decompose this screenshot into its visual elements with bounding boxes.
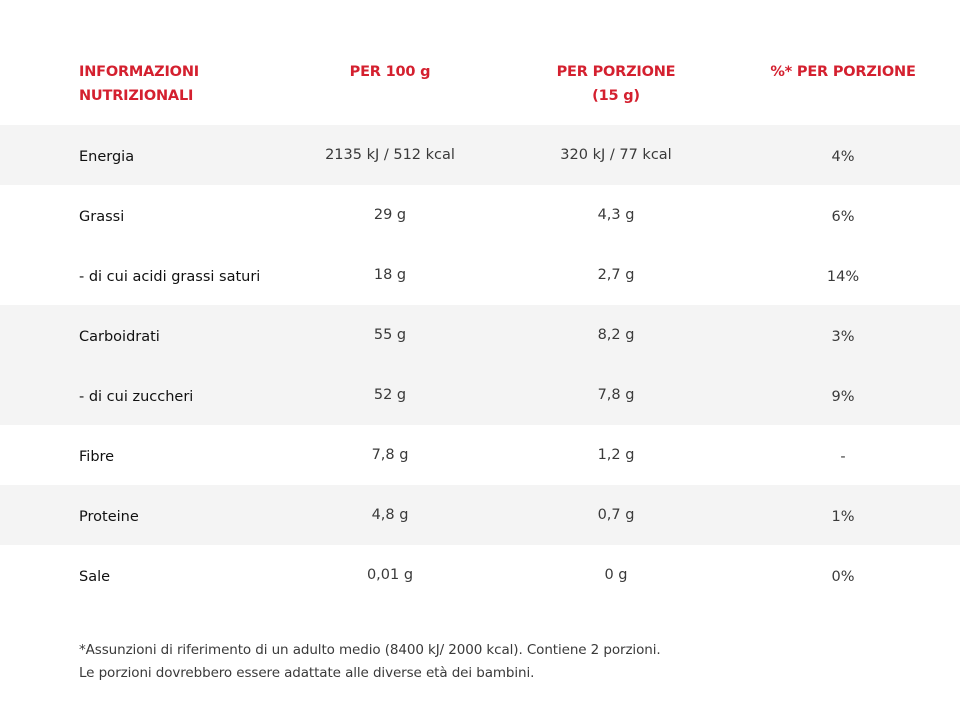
table-row-sale: Sale 0,01 g 0 g 0% <box>0 545 960 605</box>
row-per-100g: 2135 kJ / 512 kcal <box>325 147 455 163</box>
footnote-line1: *Assunzioni di riferimento di un adulto … <box>79 642 661 658</box>
row-label: Proteine <box>79 509 139 525</box>
header-nutrition-info-line2: NUTRIZIONALI <box>79 88 194 104</box>
row-per-portion: 7,8 g <box>597 387 635 403</box>
footnote-line2: Le porzioni dovrebbero essere adattate a… <box>79 665 535 681</box>
row-pct: - <box>840 449 846 465</box>
table-row-zuccheri: - di cui zuccheri 52 g 7,8 g 9% <box>0 365 960 425</box>
table-row-grassi-saturi: - di cui acidi grassi saturi 18 g 2,7 g … <box>0 245 960 305</box>
row-per-portion: 8,2 g <box>597 327 635 343</box>
table-row-fibre: Fibre 7,8 g 1,2 g - <box>0 425 960 485</box>
header-pct-per-portion: %* PER PORZIONE <box>770 64 916 80</box>
row-pct: 0% <box>831 569 855 585</box>
header-per-portion-line2: (15 g) <box>592 88 640 104</box>
row-per-portion: 0,7 g <box>597 507 635 523</box>
footnote: *Assunzioni di riferimento di un adulto … <box>79 639 661 685</box>
nutrition-table-body: Energia 2135 kJ / 512 kcal 320 kJ / 77 k… <box>0 125 960 605</box>
row-label: Fibre <box>79 449 115 465</box>
row-per-portion: 1,2 g <box>597 447 635 463</box>
header-per-portion: PER PORZIONE (15 g) <box>516 60 716 108</box>
row-label: Grassi <box>79 209 125 225</box>
header-nutrition-info-line1: INFORMAZIONI <box>79 64 199 80</box>
row-per-100g: 52 g <box>373 387 407 403</box>
table-row-energia: Energia 2135 kJ / 512 kcal 320 kJ / 77 k… <box>0 125 960 185</box>
row-per-portion: 4,3 g <box>597 207 635 223</box>
table-header: INFORMAZIONI NUTRIZIONALI PER 100 g PER … <box>0 60 960 120</box>
row-per-100g: 29 g <box>373 207 407 223</box>
row-label: Carboidrati <box>79 329 160 345</box>
table-row-carboidrati: Carboidrati 55 g 8,2 g 3% <box>0 305 960 365</box>
row-per-portion: 320 kJ / 77 kcal <box>560 147 672 163</box>
row-pct: 6% <box>831 209 855 225</box>
row-label: Sale <box>79 569 111 585</box>
table-row-proteine: Proteine 4,8 g 0,7 g 1% <box>0 485 960 545</box>
row-per-100g: 18 g <box>373 267 407 283</box>
row-per-100g: 4,8 g <box>371 507 409 523</box>
row-per-portion: 2,7 g <box>597 267 635 283</box>
row-pct: 1% <box>831 509 855 525</box>
row-label: - di cui zuccheri <box>79 389 194 405</box>
row-pct: 4% <box>831 149 855 165</box>
header-per-portion-line1: PER PORZIONE <box>556 64 676 80</box>
row-per-100g: 0,01 g <box>366 567 414 583</box>
header-per-100g: PER 100 g <box>349 64 431 80</box>
row-per-100g: 7,8 g <box>371 447 409 463</box>
row-pct: 14% <box>826 269 860 285</box>
row-label: - di cui acidi grassi saturi <box>79 269 261 285</box>
table-row-grassi: Grassi 29 g 4,3 g 6% <box>0 185 960 245</box>
row-pct: 9% <box>831 389 855 405</box>
row-per-portion: 0 g <box>604 567 628 583</box>
row-label: Energia <box>79 149 135 165</box>
header-nutrition-info: INFORMAZIONI NUTRIZIONALI <box>79 60 199 108</box>
row-pct: 3% <box>831 329 855 345</box>
row-per-100g: 55 g <box>373 327 407 343</box>
